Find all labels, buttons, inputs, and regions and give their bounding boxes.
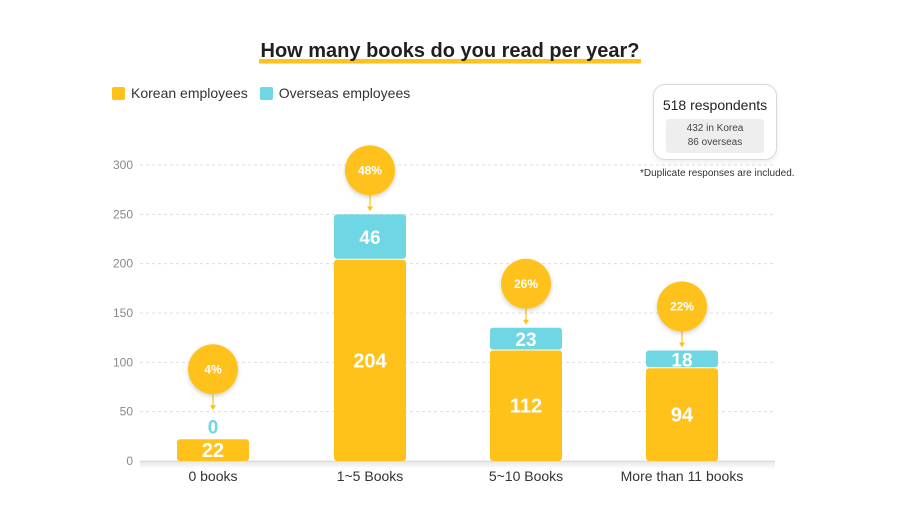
- y-tick-label: 200: [113, 257, 133, 271]
- y-tick-label: 100: [113, 355, 133, 369]
- y-tick-label: 300: [113, 158, 133, 172]
- y-tick-label: 250: [113, 207, 133, 221]
- floor-shadow: [140, 461, 775, 469]
- bar-overseas: [490, 327, 562, 350]
- percent-arrow: [679, 342, 685, 348]
- respondents-box: 518 respondents 432 in Korea 86 overseas: [653, 84, 777, 160]
- percent-arrow: [367, 206, 373, 212]
- value-label-overseas: 23: [515, 330, 536, 351]
- value-label-korean: 112: [510, 396, 542, 418]
- legend-swatch-overseas: [259, 86, 273, 100]
- bar-korean: [646, 368, 718, 461]
- legend-item-overseas: Overseas employees: [259, 85, 411, 101]
- x-category-label: More than 11 books: [621, 468, 744, 484]
- legend: Korean employees Overseas employees: [112, 85, 422, 101]
- value-label-korean: 204: [353, 350, 387, 372]
- bar-korean: [177, 439, 249, 461]
- percent-arrow: [523, 319, 529, 325]
- value-label-overseas: 18: [671, 350, 692, 371]
- legend-item-korean: Korean employees: [112, 85, 248, 101]
- legend-label-korean: Korean employees: [131, 85, 248, 101]
- bar-overseas: [334, 214, 406, 259]
- bar-korean: [490, 350, 562, 461]
- y-tick-label: 150: [113, 306, 133, 320]
- respondents-korea: 432 in Korea: [686, 123, 744, 134]
- percent-bubble: [501, 258, 551, 309]
- chart-title: How many books do you read per year?: [258, 40, 642, 66]
- value-label-overseas: 46: [359, 228, 380, 249]
- duplicate-note: *Duplicate responses are included.: [640, 168, 795, 179]
- percent-bubble: [657, 281, 707, 332]
- bar-overseas: [646, 350, 718, 368]
- percent-label: 48%: [358, 163, 382, 177]
- percent-arrow: [210, 405, 216, 411]
- x-category-label: 1~5 Books: [337, 468, 404, 484]
- respondents-overseas: 86 overseas: [687, 137, 743, 148]
- legend-swatch-korean: [112, 86, 125, 100]
- percent-bubble: [345, 145, 395, 196]
- y-tick-label: 0: [126, 454, 133, 468]
- bar-korean: [334, 259, 406, 461]
- percent-label: 26%: [514, 277, 538, 291]
- percent-label: 4%: [204, 362, 222, 376]
- legend-label-overseas: Overseas employees: [278, 85, 411, 101]
- y-tick-label: 50: [120, 405, 134, 419]
- value-label-korean: 94: [671, 405, 694, 427]
- percent-bubble: [188, 344, 238, 395]
- value-label-korean: 22: [202, 440, 224, 462]
- x-category-label: 5~10 Books: [489, 468, 563, 484]
- respondents-breakdown: 432 in Korea 86 overseas: [666, 119, 764, 153]
- respondents-total: 518 respondents: [662, 97, 768, 113]
- value-label-overseas: 0: [208, 417, 219, 438]
- x-category-label: 0 books: [188, 468, 237, 484]
- percent-label: 22%: [670, 299, 694, 313]
